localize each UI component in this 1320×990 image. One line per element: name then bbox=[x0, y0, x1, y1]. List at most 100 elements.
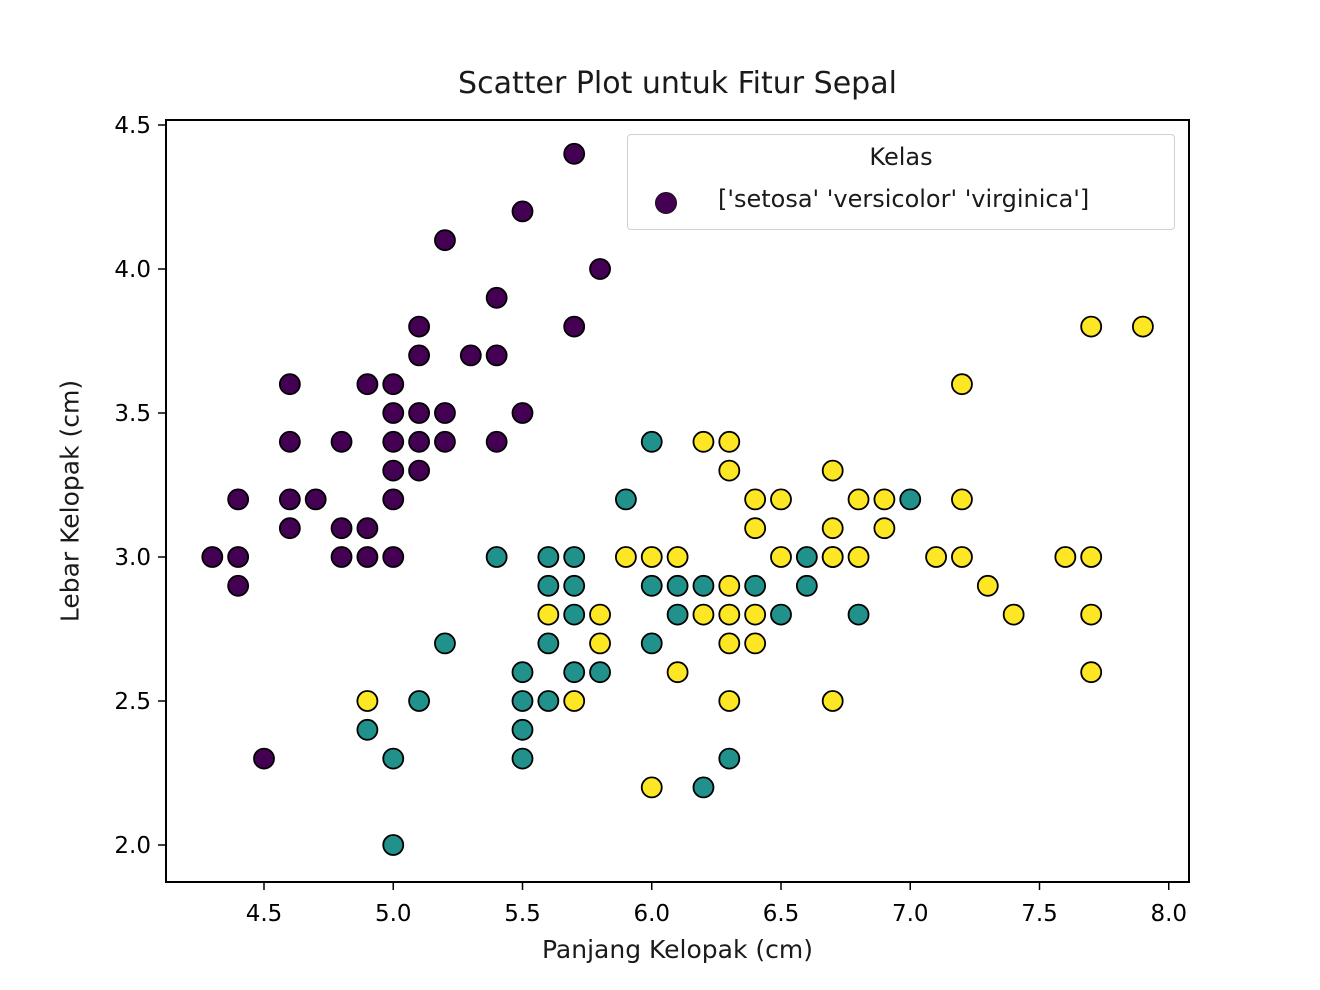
data-point-versicolor bbox=[770, 603, 792, 626]
x-tick-label: 5.5 bbox=[504, 901, 541, 927]
data-point-setosa bbox=[253, 747, 275, 770]
data-point-versicolor bbox=[485, 546, 508, 568]
data-point-versicolor bbox=[563, 574, 586, 597]
data-point-virginica bbox=[821, 459, 844, 482]
data-point-versicolor bbox=[563, 546, 586, 568]
x-tick-label: 5.0 bbox=[375, 901, 412, 927]
legend-label: ['setosa' 'versicolor' 'virginica'] bbox=[718, 185, 1090, 213]
data-point-versicolor bbox=[795, 546, 818, 568]
data-point-virginica bbox=[692, 430, 715, 453]
axes-frame bbox=[165, 119, 1190, 883]
data-point-setosa bbox=[227, 488, 250, 511]
data-point-virginica bbox=[744, 517, 767, 540]
data-point-virginica bbox=[744, 488, 767, 511]
data-point-setosa bbox=[408, 344, 431, 367]
data-point-virginica bbox=[718, 430, 741, 453]
data-point-virginica bbox=[925, 546, 947, 568]
data-point-setosa bbox=[459, 344, 482, 367]
data-point-versicolor bbox=[537, 690, 560, 712]
legend-marker-icon bbox=[655, 192, 677, 214]
data-point-versicolor bbox=[692, 776, 715, 799]
data-point-virginica bbox=[951, 546, 973, 568]
y-tick-label: 2.0 bbox=[114, 833, 151, 859]
data-point-virginica bbox=[1080, 661, 1103, 684]
data-point-versicolor bbox=[589, 661, 611, 684]
data-point-virginica bbox=[589, 603, 611, 626]
data-points bbox=[201, 142, 1154, 856]
data-point-setosa bbox=[356, 546, 379, 568]
data-point-virginica bbox=[718, 603, 741, 626]
data-point-setosa bbox=[382, 430, 405, 453]
data-point-virginica bbox=[873, 488, 896, 511]
data-point-virginica bbox=[1132, 315, 1154, 338]
data-point-versicolor bbox=[382, 834, 405, 856]
data-point-virginica bbox=[692, 603, 715, 626]
data-point-virginica bbox=[1080, 603, 1103, 626]
data-point-virginica bbox=[718, 690, 741, 712]
data-point-setosa bbox=[278, 430, 301, 453]
y-axis-ticks: 2.0 2.5 3.0 3.5 4.0 4.5 bbox=[114, 113, 166, 859]
x-tick-label: 6.0 bbox=[633, 901, 670, 927]
data-point-virginica bbox=[821, 690, 844, 712]
data-point-versicolor bbox=[899, 488, 922, 511]
data-point-setosa bbox=[434, 402, 456, 424]
data-point-setosa bbox=[330, 430, 353, 453]
data-point-virginica bbox=[640, 546, 663, 568]
data-point-virginica bbox=[615, 546, 637, 568]
data-point-versicolor bbox=[537, 574, 560, 597]
y-axis-label: Lebar Kelopak (cm) bbox=[55, 379, 85, 623]
data-point-virginica bbox=[770, 488, 792, 511]
data-point-setosa bbox=[227, 574, 250, 597]
data-point-setosa bbox=[485, 286, 508, 309]
data-point-setosa bbox=[408, 430, 431, 453]
data-point-versicolor bbox=[382, 747, 405, 770]
data-point-versicolor bbox=[847, 603, 870, 626]
data-point-versicolor bbox=[408, 690, 431, 712]
data-point-versicolor bbox=[718, 747, 741, 770]
data-point-setosa bbox=[382, 402, 405, 424]
data-point-setosa bbox=[304, 488, 327, 511]
data-point-setosa bbox=[563, 315, 586, 338]
data-point-virginica bbox=[718, 632, 741, 655]
data-point-setosa bbox=[589, 258, 611, 280]
data-point-setosa bbox=[485, 430, 508, 453]
data-point-setosa bbox=[356, 517, 379, 540]
data-point-versicolor bbox=[511, 747, 534, 770]
data-point-versicolor bbox=[511, 661, 534, 684]
data-point-virginica bbox=[821, 517, 844, 540]
data-point-versicolor bbox=[640, 632, 663, 655]
x-axis-ticks: 4.5 5.0 5.5 6.0 6.5 7.0 7.5 8.0 bbox=[246, 882, 1187, 927]
data-point-setosa bbox=[382, 373, 405, 396]
data-point-versicolor bbox=[744, 574, 767, 597]
data-point-versicolor bbox=[666, 574, 689, 597]
data-point-setosa bbox=[356, 373, 379, 396]
data-point-setosa bbox=[278, 517, 301, 540]
y-tick-label: 3.5 bbox=[114, 401, 151, 427]
data-point-virginica bbox=[951, 373, 973, 396]
data-point-virginica bbox=[847, 546, 870, 568]
data-point-setosa bbox=[408, 402, 431, 424]
data-point-virginica bbox=[1080, 315, 1103, 338]
data-point-virginica bbox=[1080, 546, 1103, 568]
data-point-versicolor bbox=[615, 488, 637, 511]
data-point-setosa bbox=[563, 142, 586, 165]
x-tick-label: 4.5 bbox=[246, 901, 283, 927]
data-point-setosa bbox=[278, 373, 301, 396]
data-point-versicolor bbox=[640, 574, 663, 597]
data-point-virginica bbox=[821, 546, 844, 568]
legend: Kelas ['setosa' 'versicolor' 'virginica'… bbox=[627, 134, 1175, 230]
data-point-versicolor bbox=[356, 718, 379, 741]
data-point-versicolor bbox=[666, 603, 689, 626]
y-tick-label: 4.0 bbox=[114, 257, 151, 283]
data-point-setosa bbox=[485, 344, 508, 367]
data-point-setosa bbox=[227, 546, 250, 568]
x-tick-label: 8.0 bbox=[1150, 901, 1187, 927]
data-point-virginica bbox=[537, 603, 560, 626]
data-point-virginica bbox=[718, 574, 741, 597]
data-point-virginica bbox=[356, 690, 379, 712]
data-point-versicolor bbox=[511, 718, 534, 741]
legend-title: Kelas bbox=[869, 143, 933, 171]
data-point-versicolor bbox=[563, 661, 586, 684]
data-point-setosa bbox=[511, 402, 534, 424]
